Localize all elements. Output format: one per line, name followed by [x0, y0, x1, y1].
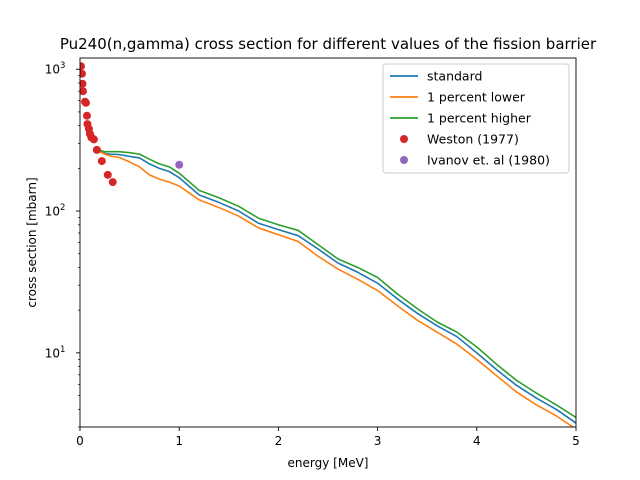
- legend-label-1-percent-lower: 1 percent lower: [427, 90, 526, 105]
- x-tick-label: 1: [175, 434, 183, 448]
- x-tick-label: 4: [473, 434, 481, 448]
- data-point-weston-1977: [109, 178, 117, 186]
- y-tick-label: 10: [45, 346, 60, 360]
- data-point-weston-1977: [98, 157, 106, 165]
- x-tick-label: 5: [572, 434, 580, 448]
- y-axis-label: cross section [mbarn]: [25, 177, 39, 307]
- legend-label-ivanov-et-al-1980: Ivanov et. al (1980): [427, 153, 550, 168]
- y-tick-exponent: 1: [60, 345, 65, 355]
- data-point-weston-1977: [93, 146, 101, 154]
- y-tick-exponent: 3: [60, 61, 65, 71]
- legend-swatch-ivanov-et-al-1980: [400, 156, 408, 164]
- x-tick-label: 2: [275, 434, 283, 448]
- x-axis-label: energy [MeV]: [288, 456, 369, 470]
- y-tick-label: 10: [45, 205, 60, 219]
- data-point-ivanov-et-al-1980: [175, 161, 183, 169]
- legend-swatch-weston-1977: [400, 135, 408, 143]
- data-point-weston-1977: [82, 99, 90, 107]
- legend-label-standard: standard: [427, 69, 482, 84]
- data-point-weston-1977: [90, 135, 98, 143]
- y-tick-exponent: 2: [60, 203, 65, 213]
- chart-title: Pu240(n,gamma) cross section for differe…: [60, 35, 597, 53]
- x-tick-label: 3: [374, 434, 382, 448]
- y-tick-label: 10: [45, 63, 60, 77]
- legend: standard 1 percent lower 1 percent higher W…: [383, 64, 569, 173]
- data-point-weston-1977: [104, 171, 112, 179]
- x-tick-label: 0: [76, 434, 84, 448]
- data-point-weston-1977: [83, 112, 91, 120]
- legend-label-weston-1977: Weston (1977): [427, 132, 519, 147]
- legend-label-1-percent-higher: 1 percent higher: [427, 111, 532, 126]
